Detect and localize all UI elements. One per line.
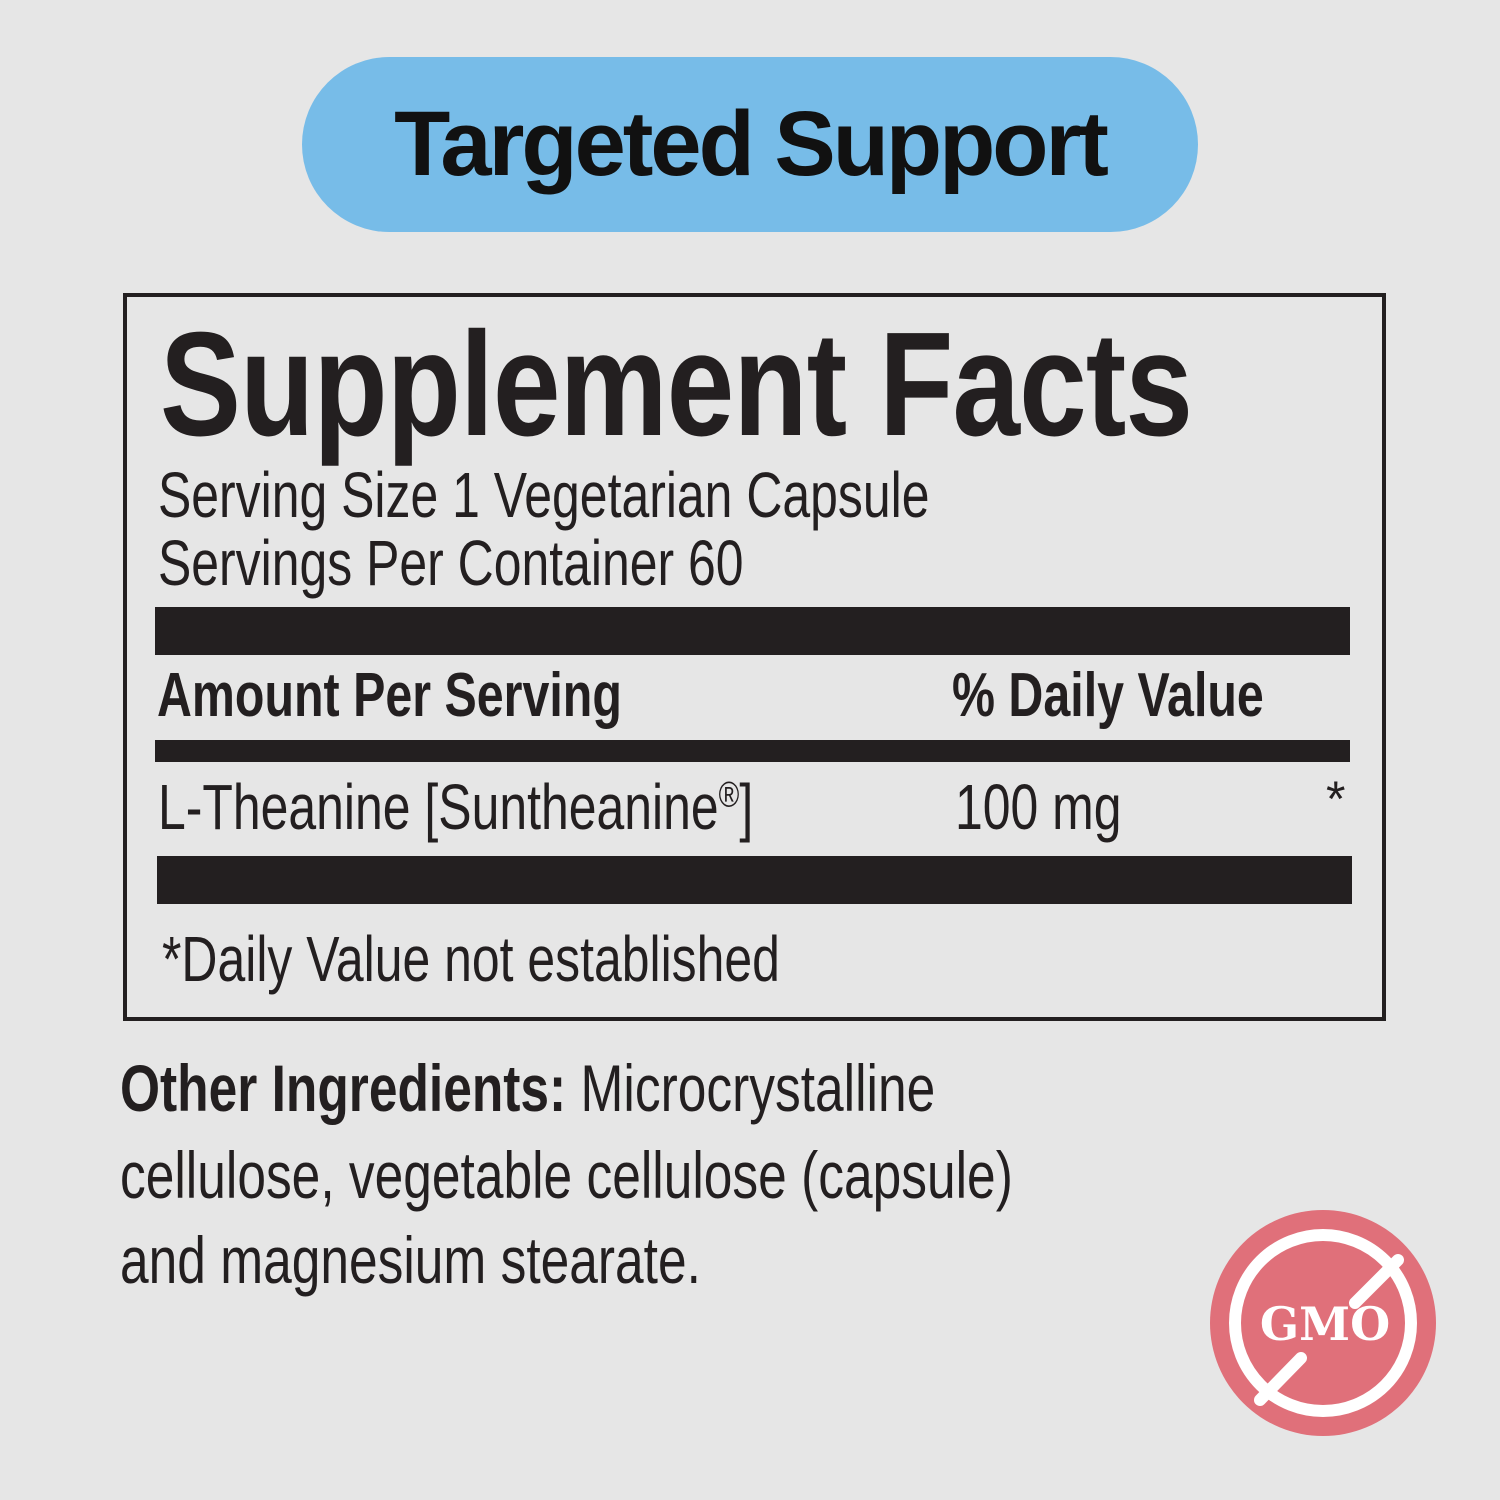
ingredient-dv: * bbox=[1326, 771, 1346, 827]
no-gmo-icon: GMO bbox=[1210, 1210, 1436, 1436]
other-ingredients-line2: cellulose, vegetable cellulose (capsule) bbox=[120, 1138, 1013, 1212]
facts-title: Supplement Facts bbox=[160, 302, 1193, 467]
banner-label: Targeted Support bbox=[394, 93, 1109, 195]
ingredient-row: L-Theanine [Suntheanine®] bbox=[158, 770, 753, 844]
ingredient-name: L-Theanine [Suntheanine bbox=[158, 771, 719, 843]
divider-medium bbox=[155, 740, 1350, 762]
other-ingredients-label: Other Ingredients: bbox=[120, 1051, 567, 1125]
other-ingredients-line3: and magnesium stearate. bbox=[120, 1223, 701, 1297]
other-ingredients-line1: Other Ingredients: Microcrystalline bbox=[120, 1050, 935, 1126]
ingredient-name-end: ] bbox=[739, 771, 754, 843]
servings-per-container: Servings Per Container 60 bbox=[158, 527, 744, 599]
serving-size: Serving Size 1 Vegetarian Capsule bbox=[158, 459, 930, 531]
registered-mark: ® bbox=[718, 773, 740, 815]
header-daily-value: % Daily Value bbox=[952, 661, 1264, 730]
other-ingredients-text: Microcrystalline bbox=[566, 1051, 936, 1125]
gmo-text: GMO bbox=[1260, 1297, 1390, 1351]
footnote: *Daily Value not established bbox=[162, 923, 780, 995]
divider-thick bbox=[155, 607, 1350, 655]
supplement-facts-panel bbox=[123, 293, 1386, 1021]
targeted-support-banner: Targeted Support bbox=[302, 57, 1198, 232]
ingredient-amount: 100 mg bbox=[955, 771, 1122, 843]
divider-thick-bottom bbox=[157, 856, 1352, 904]
header-amount: Amount Per Serving bbox=[157, 661, 622, 730]
